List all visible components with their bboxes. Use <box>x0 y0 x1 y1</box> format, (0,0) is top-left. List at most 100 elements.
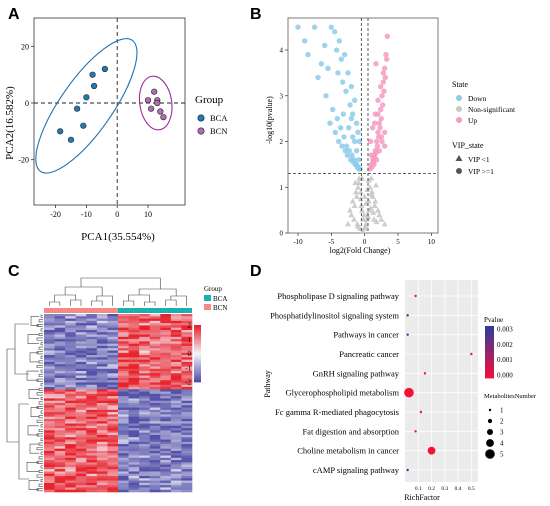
heatmap-col-dendrogram <box>54 294 77 302</box>
heatmap-cell <box>160 364 172 367</box>
heatmap-cell <box>107 409 119 413</box>
heatmap-cell <box>86 355 98 358</box>
heatmap-cell <box>44 352 55 356</box>
heatmap-cell <box>170 434 182 438</box>
heatmap-cell <box>65 480 77 484</box>
heatmap-cell <box>149 352 161 356</box>
heatmap-cell <box>54 453 66 456</box>
heatmap-cell <box>86 457 98 461</box>
enrichment-size-label: 5 <box>500 451 504 459</box>
heatmap-cell <box>170 485 182 488</box>
heatmap-cell <box>160 434 172 438</box>
heatmap-cell <box>75 444 87 447</box>
volcano-point-down <box>339 143 345 149</box>
heatmap-cell <box>128 343 140 347</box>
heatmap-cell <box>160 485 172 488</box>
heatmap-cell <box>65 398 77 402</box>
heatmap-cell <box>139 359 151 363</box>
volcano-point-down <box>341 134 347 140</box>
heatmap-cell <box>96 487 108 491</box>
heatmap-cell <box>86 396 98 399</box>
heatmap-cell <box>44 455 55 459</box>
heatmap-cell <box>65 343 77 347</box>
enrichment-pvalue-tick-label: 0.003 <box>497 326 513 334</box>
heatmap-cell <box>75 421 87 424</box>
heatmap-cell <box>160 391 172 395</box>
pca-xlabel: PCA1(35.554%) <box>81 231 155 243</box>
heatmap-cell <box>170 478 182 481</box>
heatmap-cell <box>149 418 161 422</box>
heatmap-cell <box>86 416 98 420</box>
heatmap-cell <box>118 428 129 431</box>
heatmap-cell <box>149 377 161 381</box>
heatmap-cell <box>181 341 193 344</box>
heatmap-cell <box>149 421 161 424</box>
enrichment-xtick-label: 0.3 <box>441 486 448 492</box>
heatmap-cell <box>181 437 193 440</box>
volcano-point-down <box>337 125 344 131</box>
heatmap-cell <box>96 368 108 372</box>
heatmap-cell <box>181 329 193 333</box>
heatmap-cell <box>107 398 119 402</box>
heatmap-cell <box>75 409 87 413</box>
heatmap-cell <box>181 457 193 461</box>
heatmap-cell <box>181 357 193 360</box>
heatmap-cell <box>128 361 140 365</box>
heatmap-cell <box>44 343 55 347</box>
heatmap-row-dendrogram <box>40 479 43 483</box>
heatmap-cell <box>139 334 151 338</box>
heatmap-cell <box>75 373 87 376</box>
heatmap-cell <box>44 373 55 376</box>
heatmap-cell <box>75 382 87 386</box>
heatmap-cell <box>118 409 129 413</box>
heatmap-cell <box>181 421 193 424</box>
heatmap-cell <box>54 455 66 459</box>
heatmap-cell <box>107 482 119 486</box>
heatmap-cell <box>75 428 87 431</box>
heatmap-cell <box>181 485 193 488</box>
heatmap-cell <box>86 407 98 411</box>
heatmap-cell <box>128 391 140 395</box>
enrichment-pathway-label: Phosphatidylinositol signaling system <box>270 310 399 320</box>
heatmap-cell <box>160 393 172 397</box>
heatmap-cell <box>44 341 55 344</box>
heatmap-cell <box>149 478 161 481</box>
heatmap-scale-tick-label: -1 <box>185 364 191 372</box>
heatmap-cell <box>181 428 193 431</box>
heatmap-row-dendrogram <box>36 419 43 423</box>
heatmap-cell <box>96 482 108 486</box>
heatmap-cell <box>44 320 55 324</box>
heatmap-cell <box>160 389 172 392</box>
heatmap-cell <box>75 336 87 340</box>
heatmap-cell <box>118 355 129 358</box>
volcano-point-up <box>367 138 374 145</box>
heatmap-cell <box>44 393 55 397</box>
heatmap-cell <box>96 350 108 354</box>
heatmap-cell <box>139 418 151 422</box>
heatmap-cell <box>65 400 77 404</box>
heatmap-cell <box>128 418 140 422</box>
heatmap-cell <box>96 464 108 468</box>
heatmap-cell <box>149 332 161 335</box>
heatmap-cell <box>160 430 172 433</box>
heatmap-cell <box>118 352 129 356</box>
heatmap-cell <box>139 405 151 408</box>
enrichment-pathway-label: GnRH signaling pathway <box>313 368 400 378</box>
heatmap-cell <box>75 489 87 493</box>
heatmap-cell <box>128 444 140 447</box>
heatmap-cell <box>149 487 161 491</box>
heatmap-cell <box>149 314 161 317</box>
heatmap-cell <box>170 380 182 383</box>
heatmap-cell <box>181 455 193 459</box>
heatmap-cell <box>128 469 140 472</box>
volcano-point-down <box>311 24 318 30</box>
heatmap-cell <box>96 366 108 370</box>
heatmap-cell <box>128 446 140 449</box>
volcano-point-up <box>383 51 389 58</box>
heatmap-cell <box>149 434 161 438</box>
heatmap-row-dendrogram <box>28 480 39 491</box>
heatmap-cell <box>75 355 87 358</box>
heatmap-cell <box>170 439 182 443</box>
pca-point-bca <box>90 82 98 90</box>
heatmap-cell <box>107 434 119 438</box>
